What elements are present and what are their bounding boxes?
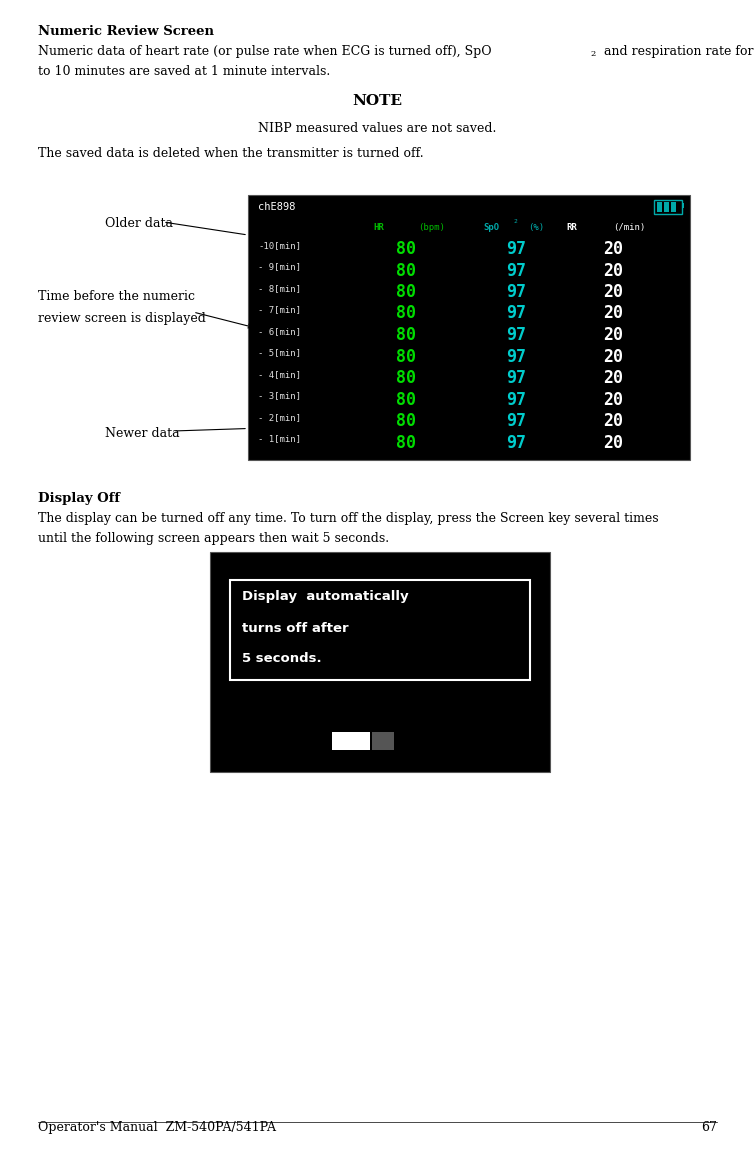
Text: - 4[min]: - 4[min]: [258, 370, 301, 379]
Text: -10[min]: -10[min]: [258, 241, 301, 250]
Text: Display Off: Display Off: [38, 492, 120, 505]
Text: 20: 20: [603, 262, 623, 280]
Text: 2: 2: [590, 50, 595, 58]
Text: SpO: SpO: [483, 223, 499, 232]
Text: - 3[min]: - 3[min]: [258, 392, 301, 401]
Text: review screen is displayed: review screen is displayed: [38, 312, 206, 325]
Bar: [248, 195, 690, 460]
Text: 80: 80: [396, 283, 416, 301]
Text: 80: 80: [396, 369, 416, 387]
Text: 80: 80: [396, 433, 416, 452]
Text: and respiration rate for up: and respiration rate for up: [600, 45, 755, 58]
Text: - 7[min]: - 7[min]: [258, 305, 301, 314]
Text: RR: RR: [566, 223, 577, 232]
Text: 20: 20: [603, 412, 623, 430]
Text: 97: 97: [506, 348, 526, 365]
Text: Time before the numeric: Time before the numeric: [38, 290, 195, 303]
Bar: [671, 202, 676, 212]
Text: Numeric data of heart rate (or pulse rate when ECG is turned off), SpO: Numeric data of heart rate (or pulse rat…: [38, 45, 492, 58]
Text: 2: 2: [513, 220, 516, 225]
Text: 97: 97: [506, 262, 526, 280]
Text: 80: 80: [396, 262, 416, 280]
Text: - 2[min]: - 2[min]: [258, 414, 301, 422]
Text: The saved data is deleted when the transmitter is turned off.: The saved data is deleted when the trans…: [38, 147, 424, 160]
Bar: [210, 552, 550, 772]
Text: chE898: chE898: [258, 202, 295, 212]
Text: - 5[min]: - 5[min]: [258, 349, 301, 357]
Bar: [332, 732, 370, 750]
Text: turns off after: turns off after: [242, 622, 349, 635]
Text: 20: 20: [603, 240, 623, 258]
Bar: [664, 202, 669, 212]
Text: Older data: Older data: [105, 217, 173, 230]
Text: 97: 97: [506, 240, 526, 258]
Text: 5 seconds.: 5 seconds.: [242, 652, 322, 665]
Text: (bpm): (bpm): [418, 223, 445, 232]
Text: 20: 20: [603, 369, 623, 387]
Text: 80: 80: [396, 240, 416, 258]
Text: 97: 97: [506, 369, 526, 387]
Text: Display  automatically: Display automatically: [242, 590, 408, 602]
Text: 97: 97: [506, 283, 526, 301]
Text: 20: 20: [603, 433, 623, 452]
Text: Newer data: Newer data: [105, 427, 180, 440]
Text: The display can be turned off any time. To turn off the display, press the Scree: The display can be turned off any time. …: [38, 511, 658, 525]
Bar: [372, 732, 394, 750]
Text: 97: 97: [506, 304, 526, 323]
Bar: [654, 200, 682, 214]
Text: 97: 97: [506, 433, 526, 452]
Text: 80: 80: [396, 304, 416, 323]
Bar: [682, 203, 684, 209]
Bar: [657, 202, 661, 212]
Text: Numeric Review Screen: Numeric Review Screen: [38, 25, 214, 38]
Text: until the following screen appears then wait 5 seconds.: until the following screen appears then …: [38, 532, 389, 545]
Text: NIBP measured values are not saved.: NIBP measured values are not saved.: [258, 122, 497, 135]
Text: 97: 97: [506, 326, 526, 344]
Text: Operator's Manual  ZM-540PA/541PA: Operator's Manual ZM-540PA/541PA: [38, 1121, 276, 1134]
Text: 97: 97: [506, 412, 526, 430]
Text: 20: 20: [603, 304, 623, 323]
Text: - 9[min]: - 9[min]: [258, 263, 301, 272]
Text: 20: 20: [603, 348, 623, 365]
Text: - 8[min]: - 8[min]: [258, 285, 301, 293]
Text: 20: 20: [603, 391, 623, 409]
Text: to 10 minutes are saved at 1 minute intervals.: to 10 minutes are saved at 1 minute inte…: [38, 65, 330, 78]
Text: (%): (%): [528, 223, 544, 232]
Text: 97: 97: [506, 391, 526, 409]
Text: NOTE: NOTE: [353, 94, 402, 108]
Bar: [230, 579, 530, 680]
Text: HR: HR: [373, 223, 384, 232]
Text: 67: 67: [701, 1121, 717, 1134]
Text: 80: 80: [396, 391, 416, 409]
Text: 20: 20: [603, 283, 623, 301]
Text: - 1[min]: - 1[min]: [258, 434, 301, 444]
Text: (/min): (/min): [613, 223, 646, 232]
Text: 80: 80: [396, 412, 416, 430]
Text: 20: 20: [603, 326, 623, 344]
Text: 80: 80: [396, 326, 416, 344]
Text: - 6[min]: - 6[min]: [258, 327, 301, 336]
Text: 80: 80: [396, 348, 416, 365]
